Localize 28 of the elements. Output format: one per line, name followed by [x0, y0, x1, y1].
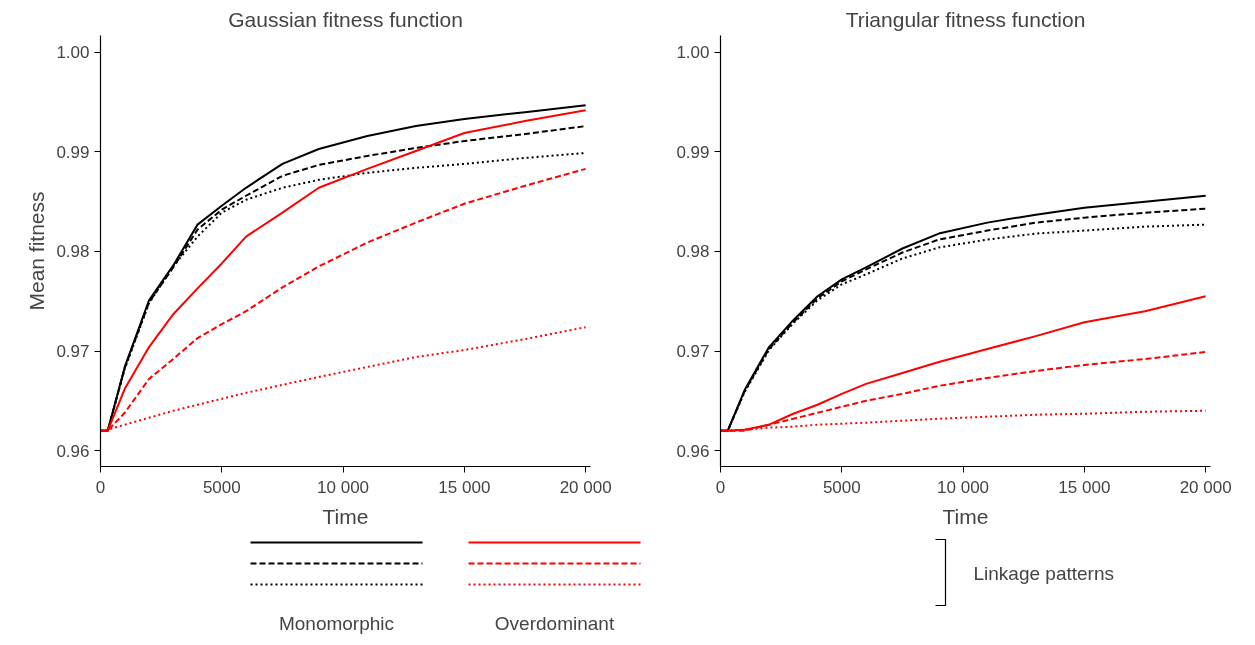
y-axis-title: Mean fitness [25, 191, 49, 311]
x-tick-label: 10 000 [317, 477, 370, 497]
y-tick-label: 0.98 [676, 242, 710, 262]
x-tick-label: 20 000 [559, 477, 612, 497]
chart-title: Gaussian fitness function [228, 7, 463, 31]
x-tick-label: 5000 [202, 477, 241, 497]
chart-title: Triangular fitness function [845, 7, 1086, 31]
y-tick-label: 0.96 [56, 441, 90, 461]
x-tick-label: 5000 [822, 477, 861, 497]
y-tick-label: 0.99 [56, 142, 90, 162]
x-tick-label: 10 000 [937, 477, 990, 497]
x-tick-label: 0 [715, 477, 726, 497]
y-tick-label: 0.99 [676, 142, 710, 162]
x-tick-label: 20 000 [1179, 477, 1232, 497]
text: Monomorphic [278, 612, 395, 634]
x-axis-title: Time [322, 504, 369, 528]
x-tick-label: 15 000 [1058, 477, 1111, 497]
text: Overdominant [494, 612, 615, 634]
y-tick-label: 1.00 [56, 43, 90, 63]
y-tick-label: 0.97 [676, 342, 710, 362]
x-tick-label: 15 000 [438, 477, 491, 497]
x-tick-label: 0 [95, 477, 106, 497]
x-axis-title: Time [942, 504, 989, 528]
y-tick-label: 0.97 [56, 342, 90, 362]
text: Linkage patterns [973, 562, 1114, 584]
y-tick-label: 1.00 [676, 43, 710, 63]
y-tick-label: 0.96 [676, 441, 710, 461]
y-tick-label: 0.98 [56, 242, 90, 262]
